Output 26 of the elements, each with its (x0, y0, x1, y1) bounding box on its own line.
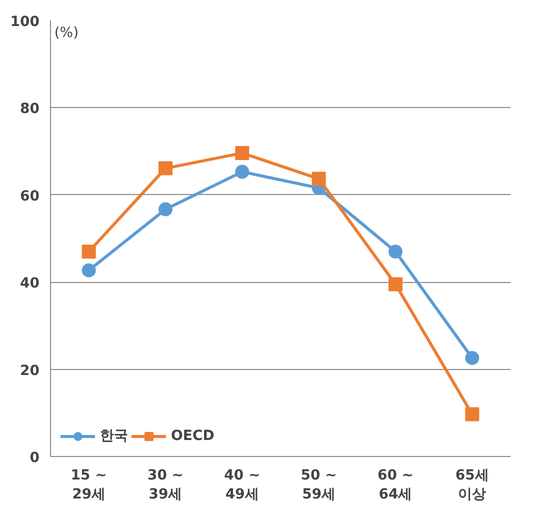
x-tick-label: 65세 이상 (455, 468, 489, 503)
annotation: (%) (54, 24, 79, 41)
y-tick-label: 80 (20, 101, 40, 118)
point (388, 244, 402, 259)
point (82, 244, 96, 259)
x-tick-label: 50 ~ 59세 (300, 468, 337, 503)
point (158, 202, 172, 216)
y-tick-label: 20 (20, 362, 40, 379)
y-tick-label: 0 (30, 450, 40, 466)
x-tick-label: 40 ~ 49세 (224, 468, 260, 503)
y-tick-label: 100 (10, 14, 40, 30)
legend-label: 한국 (100, 427, 128, 445)
point (465, 350, 480, 365)
x-tick-label: 60 ~ 64세 (377, 468, 414, 503)
point (235, 164, 250, 179)
point (158, 161, 172, 176)
y-tick-label: 40 (20, 276, 40, 292)
y-tick-label: 60 (20, 188, 40, 204)
point (82, 263, 96, 278)
point (465, 407, 480, 422)
legend-label: OECD (171, 428, 214, 444)
point (388, 277, 402, 292)
point (312, 172, 326, 186)
x-tick-label: 30 ~ 39세 (147, 468, 184, 503)
x-tick-label: 15 ~ 29세 (70, 468, 107, 503)
point (235, 146, 250, 160)
